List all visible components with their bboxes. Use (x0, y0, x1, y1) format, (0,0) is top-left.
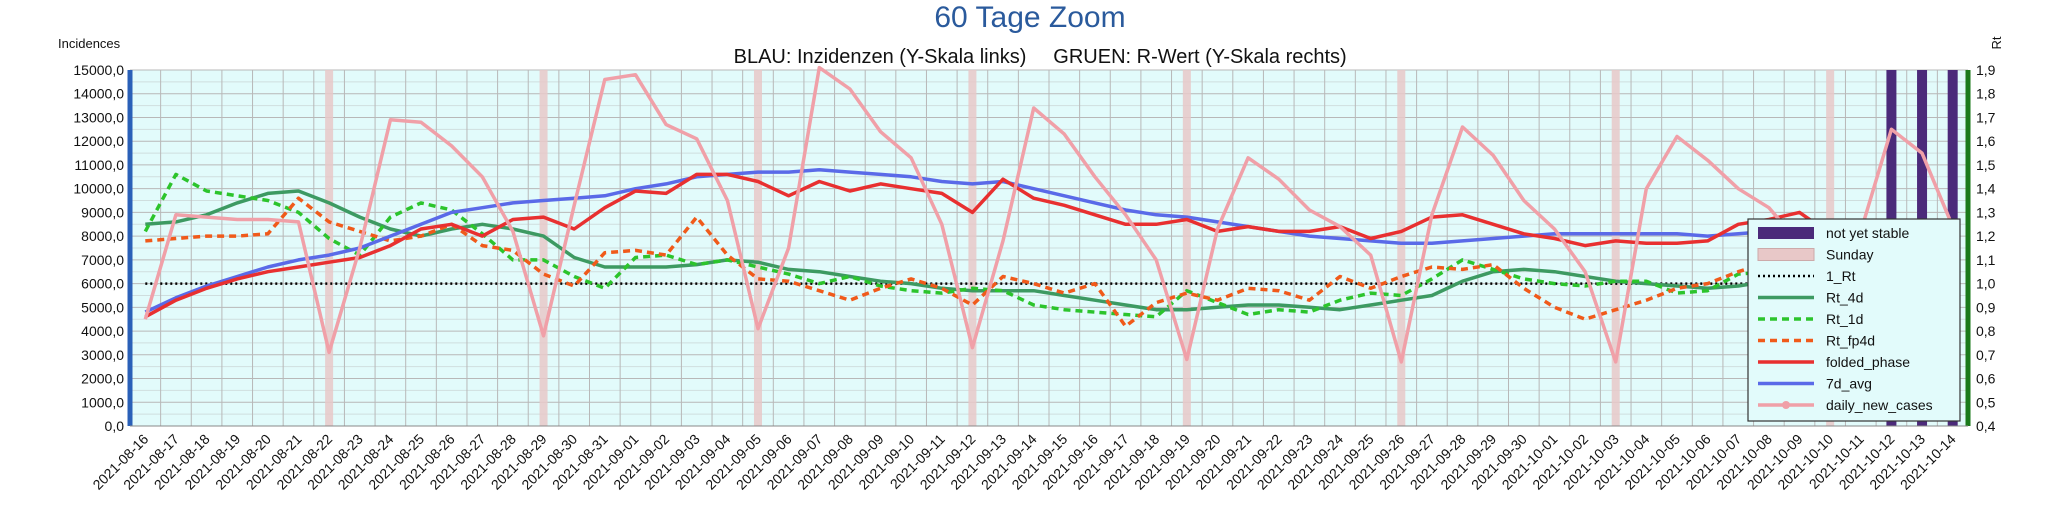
x-ticks: 2021-08-162021-08-172021-08-182021-08-19… (89, 431, 1958, 493)
y-tick-label-right: 0,5 (1976, 394, 1996, 410)
sunday-band (539, 70, 548, 426)
legend-marker (1782, 401, 1790, 409)
legend: not yet stable Sunday 1_Rt Rt_4d Rt_1d Rt_fp4… (1747, 218, 1961, 422)
y-tick-label-left: 4000,0 (81, 323, 124, 339)
y-tick-label-right: 0,6 (1976, 371, 1996, 387)
y-tick-label-left: 1000,0 (81, 394, 124, 410)
sunday-band (968, 70, 977, 426)
y-tick-label-right: 1,4 (1976, 181, 1996, 197)
y-tick-label-left: 13000,0 (73, 109, 124, 125)
y-tick-label-left: 8000,0 (81, 228, 124, 244)
y-tick-label-left: 14000,0 (73, 86, 124, 102)
subtitle-right: GRUEN: R-Wert (Y-Skala rechts) (1053, 46, 1346, 68)
legend-label: Rt_fp4d (1826, 333, 1875, 349)
y-tick-label-right: 1,0 (1976, 276, 1996, 292)
sunday-band (1182, 70, 1191, 426)
y-tick-label-right: 1,5 (1976, 157, 1996, 173)
subtitle-left: BLAU: Inzidenzen (Y-Skala links) (734, 46, 1027, 68)
y-tick-label-left: 15000,0 (73, 62, 124, 78)
y-tick-label-left: 9000,0 (81, 204, 124, 220)
y-tick-label-right: 0,4 (1976, 418, 1996, 434)
legend-label: Sunday (1826, 247, 1873, 263)
series-rt-1d (143, 172, 1955, 319)
series-rt-fp4d (145, 196, 1953, 329)
legend-label: folded_phase (1826, 354, 1910, 370)
legend-label: 1_Rt (1826, 268, 1856, 284)
y-tick-label-left: 6000,0 (81, 276, 124, 292)
legend-label: 7d_avg (1826, 376, 1872, 392)
sunday-band (325, 70, 334, 426)
y-tick-label-left: 5000,0 (81, 299, 124, 315)
y-tick-label-right: 1,7 (1976, 109, 1996, 125)
legend-swatch (1758, 227, 1814, 239)
y-tick-label-left: 11000,0 (74, 157, 124, 173)
y-ticks-right: 0,4 0,5 0,6 0,7 0,8 0,9 1,0 1,1 1,2 1,3 1,4 1,5 1,6 1… (1976, 62, 1996, 434)
sunday-band (753, 70, 762, 426)
series-lines (143, 65, 1955, 364)
grid (129, 69, 1969, 427)
y-ticks-left: 0,0 1000,0 2000,0 3000,0 4000,0 5000,0 6000,0 7… (73, 62, 124, 434)
legend-label: daily_new_cases (1826, 397, 1933, 413)
y-tick-label-left: 0,0 (105, 418, 125, 434)
sunday-band (1397, 70, 1406, 426)
y-tick-label-left: 10000,0 (73, 181, 124, 197)
legend-label: Rt_4d (1826, 290, 1863, 306)
legend-label: Rt_1d (1826, 311, 1863, 327)
y-axis-left-label: Incidences (58, 36, 121, 51)
series-daily-new-cases (143, 65, 1955, 364)
y-tick-label-left: 3000,0 (81, 347, 124, 363)
series-folded-phase (144, 172, 1954, 319)
y-tick-label-right: 1,1 (1976, 252, 1996, 268)
legend-label: not yet stable (1826, 225, 1909, 241)
y-axis-right-label: Rt (1989, 36, 2004, 49)
series-7d-avg (144, 167, 1953, 314)
y-tick-label-right: 1,8 (1976, 86, 1996, 102)
axes (127, 70, 1971, 427)
y-tick-label-right: 0,8 (1976, 323, 1996, 339)
y-tick-label-right: 1,2 (1976, 228, 1996, 244)
y-tick-label-left: 12000,0 (73, 133, 124, 149)
y-tick-label-right: 0,9 (1976, 299, 1996, 315)
y-tick-label-left: 2000,0 (81, 371, 124, 387)
y-tick-label-right: 0,7 (1976, 347, 1996, 363)
sunday-band (1611, 70, 1620, 426)
series-rt-4d (145, 189, 1954, 312)
y-tick-label-right: 1,9 (1976, 62, 1996, 78)
y-tick-label-right: 1,6 (1976, 133, 1996, 149)
chart-title: 60 Tage Zoom (934, 1, 1125, 34)
y-tick-label-right: 1,3 (1976, 204, 1996, 220)
y-tick-label-left: 7000,0 (81, 252, 124, 268)
legend-swatch (1757, 248, 1815, 261)
